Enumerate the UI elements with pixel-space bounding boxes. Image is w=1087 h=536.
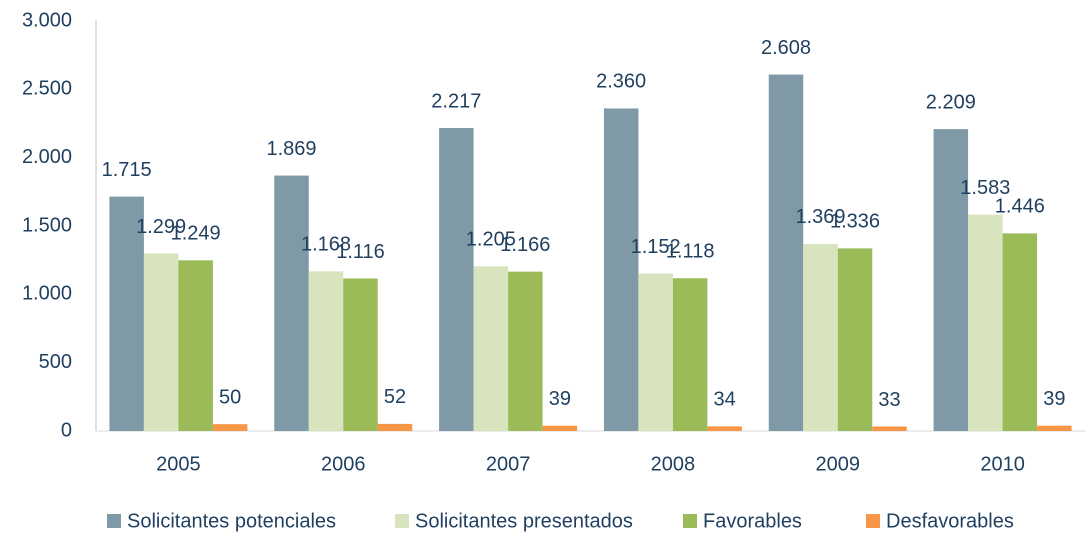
value-label: 1.715 [102,159,152,181]
legend-swatch [107,514,121,528]
bar [178,260,213,431]
bar [837,248,873,431]
bar [377,423,413,431]
value-label: 1.869 [266,138,316,160]
x-tick-label: 2007 [486,453,531,475]
bar [933,129,969,431]
x-tick-label: 2009 [816,453,861,475]
value-label: 2.217 [431,90,481,112]
value-label: 1.168 [301,234,351,256]
value-label: 1.118 [666,240,715,262]
bar [872,426,907,431]
bar [1002,233,1038,431]
value-label: 1.369 [795,206,845,228]
bar [508,271,543,431]
legend-swatch [395,514,409,528]
bar [109,196,144,431]
value-label: 1.336 [830,211,880,233]
value-label: 1.166 [500,234,550,256]
legend-label: Solicitantes potenciales [127,510,336,532]
y-tick-label: 2.000 [22,146,72,168]
value-label: 39 [549,388,571,410]
value-label: 52 [384,386,406,408]
y-tick-label: 1.500 [22,214,72,236]
y-tick-label: 3.000 [22,9,72,31]
bar [143,253,179,431]
legend-swatch [683,514,697,528]
value-label: 50 [219,386,241,408]
y-tick-label: 1.000 [22,283,72,305]
x-tick-label: 2008 [651,453,696,475]
bar [672,278,708,431]
bar [968,214,1003,431]
bar [343,278,378,431]
bar [542,425,578,431]
x-tick-label: 2010 [980,453,1025,475]
value-label: 1.583 [960,177,1010,199]
bar [638,273,673,431]
value-label: 2.360 [596,71,646,93]
value-label: 39 [1043,388,1065,410]
legend-swatch [866,514,880,528]
bar [1037,425,1072,431]
bar [803,243,838,431]
value-label: 1.116 [336,241,385,263]
x-tick-label: 2006 [321,453,366,475]
legend-label: Solicitantes presentados [415,510,633,532]
bar [768,74,804,431]
value-label: 1.249 [171,223,221,245]
legend-label: Favorables [703,510,802,532]
value-label: 1.299 [136,216,186,238]
bar [212,424,248,431]
value-label: 1.152 [631,236,681,258]
bar [473,266,509,431]
value-label: 1.205 [466,229,516,251]
bar [274,175,309,431]
y-tick-label: 0 [61,419,72,441]
bar [707,426,742,431]
value-label: 34 [714,389,736,411]
bar [603,108,639,431]
bar [439,128,474,431]
value-label: 2.608 [761,37,811,59]
y-tick-label: 2.500 [22,78,72,100]
value-label: 33 [878,389,900,411]
y-tick-label: 500 [39,351,72,373]
x-tick-label: 2005 [156,453,201,475]
value-label: 2.209 [926,91,976,113]
value-label: 1.446 [995,196,1045,218]
legend-label: Desfavorables [886,510,1014,532]
bar [308,271,344,431]
